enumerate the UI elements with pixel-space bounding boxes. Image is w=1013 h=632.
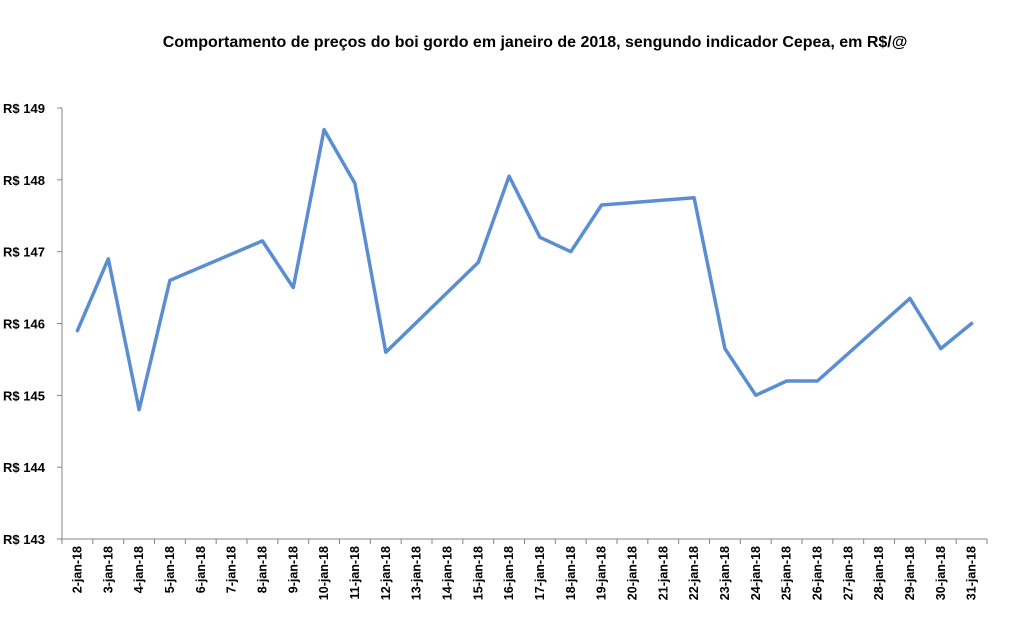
- x-tick-label: 2-jan-18: [70, 546, 84, 593]
- y-tick-label: R$ 143: [3, 532, 45, 547]
- series-group: [75, 127, 974, 412]
- y-tick-label: R$ 144: [3, 460, 46, 475]
- x-tick-label: 22-jan-18: [687, 546, 701, 600]
- x-tick-label: 26-jan-18: [810, 546, 824, 600]
- x-axis: 2-jan-18 3-jan-18 4-jan-18 5-jan-18 6-jan-18…: [61, 538, 988, 600]
- x-tick-label: 24-jan-18: [749, 546, 763, 600]
- x-tick-label: 3-jan-18: [101, 546, 115, 593]
- x-tick-label: 21-jan-18: [656, 546, 670, 600]
- x-tick-label: 29-jan-18: [903, 546, 917, 600]
- x-tick-label: 7-jan-18: [225, 546, 239, 593]
- x-tick-label: 8-jan-18: [255, 546, 269, 593]
- x-tick-label: 31-jan-18: [965, 546, 979, 600]
- x-tick-label: 28-jan-18: [872, 546, 886, 600]
- y-axis: R$ 143 R$ 144 R$ 145 R$ 146 R$ 147 R$ 148 R$ 1…: [3, 101, 63, 547]
- chart-title: Comportamento de preços do boi gordo em …: [162, 34, 908, 51]
- y-tick-label: R$ 146: [3, 317, 45, 332]
- y-tick-label: R$ 147: [3, 245, 45, 260]
- x-tick-label: 14-jan-18: [440, 546, 454, 600]
- x-tick-label: 10-jan-18: [317, 546, 331, 600]
- x-tick-label: 4-jan-18: [132, 546, 146, 593]
- x-tick-label: 30-jan-18: [934, 546, 948, 600]
- x-tick-label: 13-jan-18: [410, 546, 424, 600]
- x-tick-label: 25-jan-18: [780, 546, 794, 600]
- series-line: [75, 127, 974, 412]
- x-tick-label: 15-jan-18: [471, 546, 485, 600]
- x-tick-label: 23-jan-18: [718, 546, 732, 600]
- x-tick-label: 11-jan-18: [348, 546, 362, 600]
- y-tick-label: R$ 145: [3, 388, 45, 403]
- x-tick-label: 6-jan-18: [194, 546, 208, 593]
- x-tick-label: 27-jan-18: [841, 546, 855, 600]
- x-tick-label: 19-jan-18: [595, 546, 609, 600]
- y-tick-label: R$ 149: [3, 101, 45, 116]
- x-tick-label: 9-jan-18: [286, 546, 300, 593]
- y-tick-label: R$ 148: [3, 173, 45, 188]
- x-tick-label: 5-jan-18: [163, 546, 177, 593]
- x-tick-label: 16-jan-18: [502, 546, 516, 600]
- x-tick-label: 17-jan-18: [533, 546, 547, 600]
- x-tick-label: 12-jan-18: [379, 546, 393, 600]
- x-tick-label: 18-jan-18: [564, 546, 578, 600]
- x-tick-label: 20-jan-18: [625, 546, 639, 600]
